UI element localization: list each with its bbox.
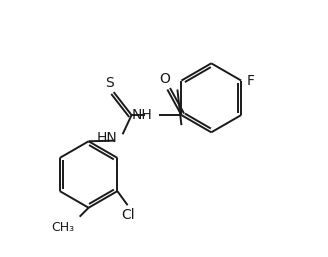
Text: CH₃: CH₃ xyxy=(51,221,74,234)
Text: HN: HN xyxy=(97,131,117,145)
Text: NH: NH xyxy=(131,108,152,122)
Text: O: O xyxy=(159,72,170,86)
Text: Cl: Cl xyxy=(121,208,134,222)
Text: S: S xyxy=(106,76,114,89)
Text: F: F xyxy=(247,74,255,88)
